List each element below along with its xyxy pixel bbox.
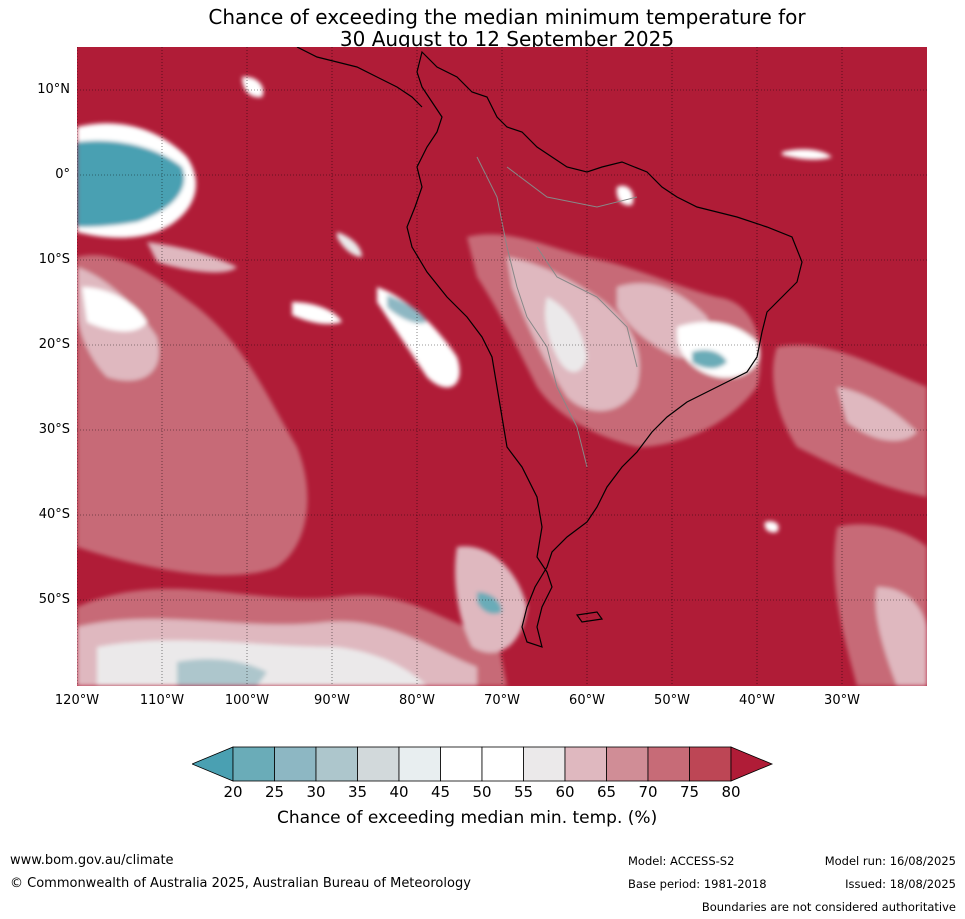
east-atlantic-light [837,387,917,441]
southern-band-bluegrey [177,659,267,686]
patch-sa-43s [764,521,779,533]
lon-label: 60°W [569,693,605,708]
colorbar-tick-label: 30 [306,783,326,801]
colorbar-cell [398,746,441,782]
colorbar-cell [564,746,607,782]
se-atlantic-light [875,587,927,686]
probability-field [77,76,927,686]
footer-website[interactable]: www.bom.gov.au/climate [10,853,174,868]
colorbar-tick-label: 55 [513,783,534,801]
lat-label: 50°S [38,592,70,607]
country-borders [476,156,638,468]
brazil-cool [692,350,727,369]
colorbar-cell [647,746,690,782]
footer-base-period: Base period: 1981-2018 [628,877,767,891]
sepacific-cool [387,295,427,324]
colorbar-cell [274,746,317,782]
lat-label: 30°S [38,422,70,437]
map-title-line-1: Chance of exceeding the median minimum t… [208,5,806,29]
footer-copyright: © Commonwealth of Australia 2025, Austra… [10,876,471,891]
footer-issued: Issued: 18/08/2025 [845,877,956,891]
patch-natl [782,149,832,160]
probability-map [77,47,927,686]
lon-label: 100°W [224,693,270,708]
colorbar-tick-label: 40 [389,783,409,801]
colorbar-cell [232,746,275,782]
colorbar-tick-label: 45 [430,783,451,801]
map-title-line-2: 30 August to 12 September 2025 [339,27,675,51]
sepacific-patch2 [292,302,342,325]
sa-interior-white [545,297,587,372]
colorbar-tick-label: 75 [679,783,700,801]
eq-pacific-streak [147,242,237,273]
colorbar-tick-label: 50 [472,783,492,801]
lat-label: 20°S [38,337,70,352]
lon-label: 40°W [739,693,775,708]
west-pacific-white [82,287,147,332]
coastlines [296,47,803,648]
colorbar [192,746,774,782]
colorbar-cell [481,746,524,782]
patch-amazon [616,185,634,206]
colorbar-tick-label: 35 [347,783,368,801]
lat-label: 10°N [37,82,70,97]
gridlines [77,47,927,686]
lon-label: 120°W [54,693,100,708]
lon-label: 110°W [139,693,185,708]
lon-label: 80°W [399,693,435,708]
colorbar-cells [192,746,774,782]
lat-label: 0° [55,167,70,182]
colorbar-cell [357,746,400,782]
south-america-coast [406,50,803,648]
patch-gulf [242,76,264,98]
colorbar-over-triangle [730,746,774,782]
colorbar-tick-label: 20 [223,783,243,801]
colorbar-cell [315,746,358,782]
sepacific-patch3 [337,232,362,257]
colorbar-cell [689,746,732,782]
lon-label: 70°W [484,693,520,708]
lat-label: 10°S [38,252,70,267]
central-america-coast [296,47,423,108]
colorbar-tick-label: 65 [596,783,617,801]
colorbar-label: Chance of exceeding median min. temp. (%… [277,808,658,828]
footer-disclaimer: Boundaries are not considered authoritat… [701,900,956,914]
colorbar-tick-label: 25 [264,783,285,801]
lat-label: 40°S [38,507,70,522]
lon-label: 50°W [654,693,690,708]
lon-label: 90°W [314,693,350,708]
colorbar-cell [523,746,566,782]
colorbar-cell [440,746,483,782]
colorbar-tick-label: 70 [638,783,658,801]
lon-label: 30°W [824,693,860,708]
falklands-coast [575,611,604,623]
colorbar-cell [606,746,649,782]
eq-pacific-cool [77,140,185,227]
colorbar-tick-label: 80 [721,783,741,801]
patagonia-cool [477,592,502,614]
footer-model-run: Model run: 16/08/2025 [824,854,956,868]
colorbar-under-triangle [192,746,234,782]
colorbar-tick-label: 60 [555,783,575,801]
footer-model: Model: ACCESS-S2 [628,854,735,868]
